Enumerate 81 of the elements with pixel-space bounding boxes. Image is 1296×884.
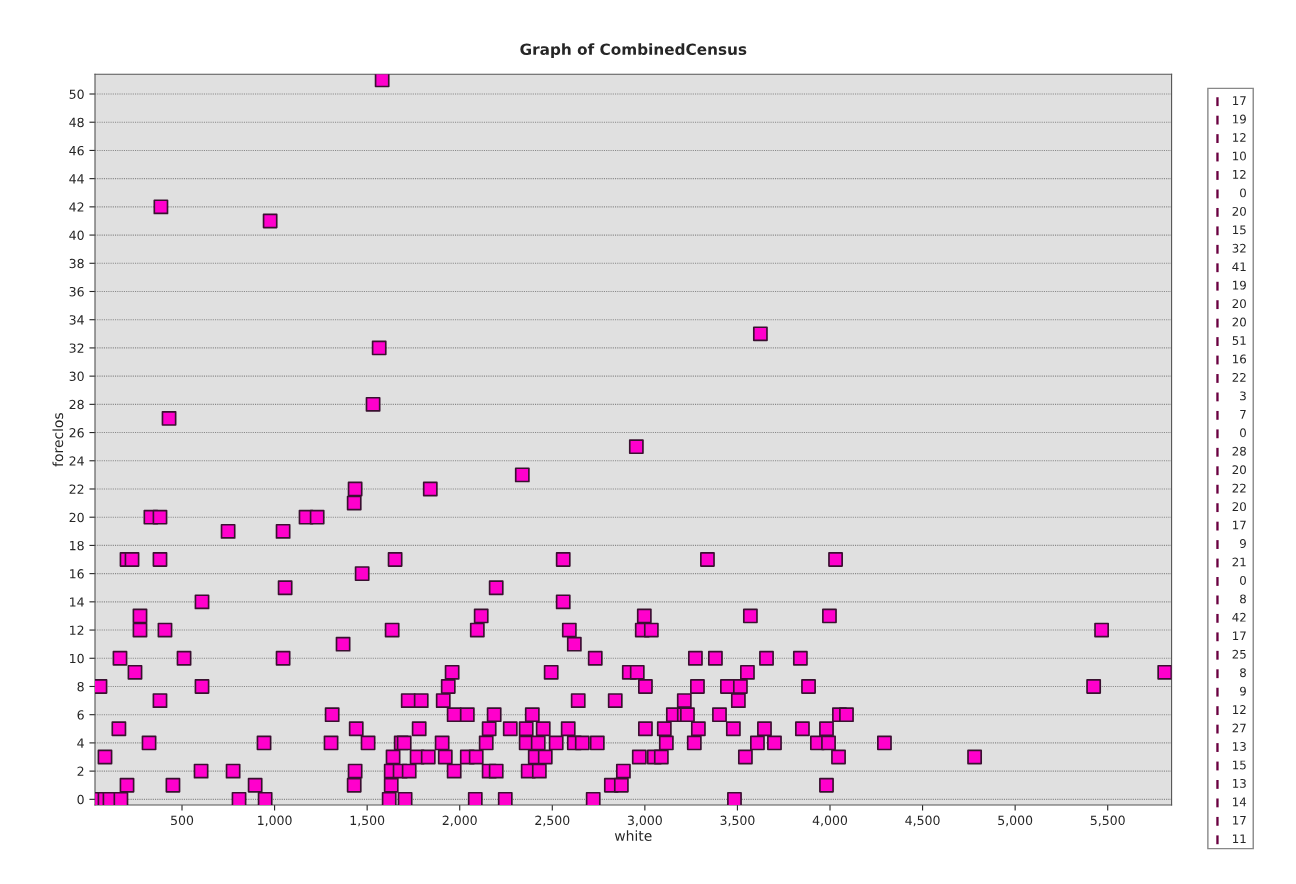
text: 11: [1233, 834, 1246, 844]
y-tick-label: 20: [69, 512, 84, 523]
x-tick-label: 1,500: [350, 815, 385, 827]
x-tick-label: 3,000: [627, 815, 662, 827]
y-tick-label: 50: [69, 89, 84, 99]
y-tick-label: 8: [77, 681, 84, 692]
y-tick-label: 42: [69, 202, 84, 212]
text: 0: [1240, 575, 1246, 585]
text: 20: [1232, 299, 1246, 309]
y-tick-label: 32: [69, 343, 84, 353]
text: 19: [1233, 280, 1246, 290]
y-tick-label: 6: [77, 710, 84, 720]
y-tick-label: 28: [69, 399, 84, 410]
y-tick-label: 36: [69, 286, 84, 297]
x-tick-label: 4,000: [812, 815, 848, 827]
text: 9: [1239, 686, 1246, 696]
text: 22: [1232, 483, 1246, 493]
y-tick-label: 38: [69, 258, 84, 269]
y-tick-label: 24: [69, 456, 84, 466]
y-tick-label: 10: [70, 653, 84, 664]
text: 7: [1240, 410, 1246, 419]
text: 28: [1232, 446, 1246, 456]
chart-title: Graph of CombinedCensus: [520, 43, 747, 58]
y-tick-label: 48: [69, 117, 84, 128]
text: 13: [1233, 742, 1246, 751]
x-tick-label: 3,500: [720, 815, 755, 827]
x-tick-label: 500: [171, 815, 194, 826]
text: 0: [1240, 428, 1246, 438]
text: 8: [1240, 594, 1246, 604]
text: 17: [1233, 631, 1246, 641]
text: 25: [1232, 649, 1246, 659]
text: 22: [1232, 372, 1246, 382]
text: 20: [1232, 317, 1246, 327]
y-tick-label: 30: [69, 371, 84, 382]
text: 27: [1232, 723, 1246, 733]
text: 15: [1233, 225, 1246, 235]
text: 13: [1233, 778, 1246, 788]
x-axis-title: white: [614, 830, 652, 842]
y-tick-label: 16: [70, 569, 84, 579]
x-tick-label: 5,000: [998, 815, 1033, 827]
y-tick-label: 46: [69, 145, 84, 156]
y-tick-label: 40: [69, 230, 84, 240]
y-tick-label: 4: [77, 738, 84, 748]
text: 17: [1233, 520, 1246, 530]
x-tick-label: 2,000: [442, 815, 477, 827]
text: 51: [1232, 336, 1246, 345]
text: 19: [1233, 114, 1246, 124]
text: 9: [1239, 539, 1246, 548]
y-tick-label: 26: [69, 428, 84, 438]
text: 42: [1232, 612, 1246, 622]
text: 10: [1233, 151, 1246, 161]
y-tick-label: 34: [69, 315, 84, 325]
x-tick-label: 1,000: [258, 815, 292, 827]
y-tick-label: 0: [77, 794, 84, 805]
text: 20: [1232, 465, 1246, 475]
text: 3: [1240, 391, 1246, 401]
text: 17: [1233, 96, 1246, 105]
text: 41: [1232, 262, 1246, 271]
text: 20: [1232, 502, 1246, 512]
text: 15: [1233, 760, 1246, 770]
x-tick-label: 4,500: [905, 815, 940, 827]
y-axis-title: foreclos: [52, 413, 64, 467]
text: 12: [1233, 133, 1246, 142]
text: 8: [1240, 668, 1246, 678]
x-tick-label: 2,500: [535, 815, 570, 827]
text: 0: [1240, 188, 1246, 198]
y-tick-label: 14: [70, 597, 84, 607]
text: 16: [1233, 354, 1247, 364]
text: 12: [1233, 169, 1246, 179]
y-tick-label: 2: [77, 766, 84, 776]
x-tick-label: 5,500: [1090, 815, 1125, 827]
text: 32: [1232, 243, 1246, 253]
text: 21: [1232, 557, 1246, 567]
y-tick-label: 12: [70, 625, 84, 635]
y-tick-label: 44: [69, 174, 84, 184]
text: 12: [1233, 705, 1246, 714]
text: 17: [1233, 816, 1246, 825]
text: 20: [1232, 206, 1246, 216]
text: 14: [1233, 797, 1247, 807]
y-tick-label: 22: [69, 484, 84, 494]
y-tick-label: 18: [70, 540, 84, 551]
